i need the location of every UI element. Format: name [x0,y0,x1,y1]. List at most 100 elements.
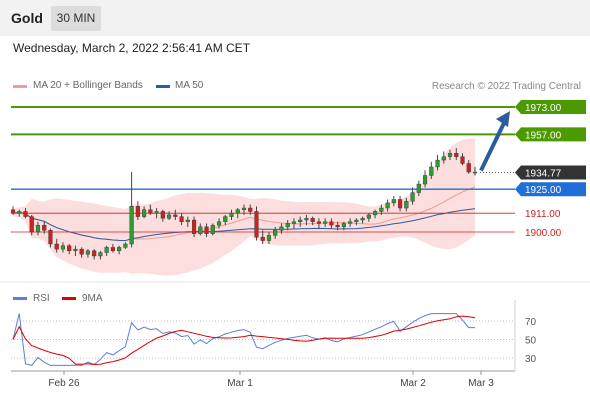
candle [466,160,471,174]
candle-body [298,219,303,222]
candle-body [354,219,359,222]
candle-body [291,221,297,224]
candle-body [98,252,103,257]
candle-body [316,221,321,224]
candle-body [472,171,478,174]
candle-body [42,224,47,231]
level-1973-00-label: 1973.00 [525,103,562,114]
x-tick-label: Feb 26 [48,378,80,389]
candle [160,209,165,222]
timeframe-button[interactable]: 30 MIN [51,6,101,31]
candle-body [466,163,471,173]
candle [291,218,297,229]
candle-body [198,226,203,234]
candle [216,218,222,229]
candle [148,204,153,215]
level-1973-00-tag: 1973.00 [515,100,586,114]
candle [410,187,415,205]
candle [279,223,284,234]
candle-body [60,245,66,250]
candle-body [429,166,434,176]
candle [98,250,103,260]
candle-body [373,211,378,216]
candle [142,206,147,219]
candle [441,151,446,164]
candle [173,209,178,221]
rsi-level-label-50: 50 [525,336,537,347]
ma50-line [12,208,476,242]
candle [191,216,197,238]
candle-body [160,211,165,219]
candle-body [54,243,59,250]
candle [310,216,315,226]
candle-body [185,219,190,222]
candle [92,249,97,260]
candle-body [210,224,215,234]
candle-body [248,207,253,212]
candle [298,216,303,227]
credit-text: Research © 2022 Trading Central [431,81,581,92]
level-1900-00-label: 1900.00 [525,228,562,239]
candle-body [241,207,247,210]
candle-body [391,199,396,204]
candle [447,149,453,161]
candle [17,209,22,217]
candle [29,214,34,236]
candle-body [23,211,28,217]
candle [79,247,84,258]
candle-body [67,245,72,252]
candle-body [366,214,371,219]
candle [435,154,440,171]
candle-body [35,224,41,233]
candle-body [104,247,109,253]
candle [373,209,378,219]
candle-body [385,202,390,209]
x-tick-label: Mar 2 [400,378,426,389]
forecast-arrow-layer [479,111,510,172]
candle [198,223,203,236]
candle-body [154,211,159,214]
candle-body [441,156,446,161]
candle [460,153,465,166]
candle-body [304,218,309,221]
level-1911-00-label: 1911.00 [525,209,561,220]
candle-body [135,206,140,217]
candle [179,213,184,226]
rsi-legend-swatch [13,297,27,300]
candle [285,220,290,231]
candle-body [17,211,22,214]
candle-body [223,216,228,222]
candle-body [129,206,134,245]
candle [354,218,359,226]
candle [73,245,78,256]
level-1973-00-tag-bg [515,100,586,114]
ma9-legend-label: 9MA [82,293,103,304]
level-1934-77-tag: 1934.77 [515,165,586,180]
ma50-legend-swatch [156,85,170,88]
candle-body [48,230,53,245]
x-axis-layer: Feb 26 Mar 1 Mar 2 Mar 3 [48,371,494,389]
candle [54,238,59,253]
candle-body [416,183,421,193]
rsi-ma9-line [12,315,476,366]
candle-body [173,214,178,217]
candle-body [235,209,240,214]
candle [404,197,409,212]
level-1957-00-tag-bg [515,127,586,142]
candle [229,209,234,221]
candle-body [398,199,403,209]
candle [210,223,215,236]
level-1925-00-tag: 1925.00 [515,182,586,197]
candle [85,249,90,258]
ma9-legend-swatch [62,297,76,300]
candle [135,201,140,221]
candle [348,218,353,227]
candle [117,245,122,255]
candle [416,180,421,197]
candle-body [10,209,16,214]
candle [110,243,115,253]
candle-body [329,221,334,226]
candle [454,148,459,161]
level-1934-77-tag-bg [515,165,586,180]
